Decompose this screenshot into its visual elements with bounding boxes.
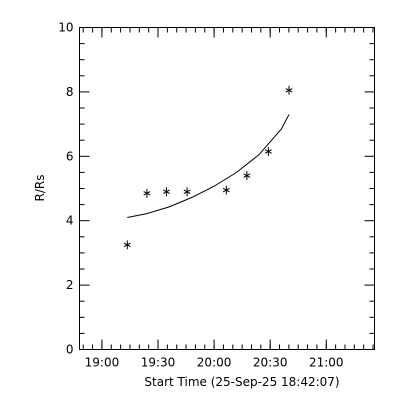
y-axis-ticks: 0 2 4 6 8 10 <box>58 21 375 357</box>
x-axis-label: Start Time (25-Sep-25 18:42:07) <box>144 375 339 389</box>
x-tick-label: 20:00 <box>197 356 232 370</box>
data-point <box>264 146 272 156</box>
y-tick-label: 8 <box>66 85 74 99</box>
y-tick-label: 4 <box>66 214 74 228</box>
x-tick-label: 21:00 <box>309 356 344 370</box>
data-point <box>285 85 293 95</box>
y-axis-label: R/Rs <box>33 175 47 202</box>
fit-curve <box>127 114 290 218</box>
x-tick-label: 20:30 <box>253 356 288 370</box>
data-point <box>243 171 251 181</box>
data-points <box>123 85 293 250</box>
y-tick-label: 6 <box>66 149 74 163</box>
data-point <box>183 187 191 197</box>
x-tick-label: 19:30 <box>141 356 176 370</box>
data-point <box>222 185 230 195</box>
data-point <box>162 187 170 197</box>
x-tick-label: 19:00 <box>85 356 120 370</box>
y-tick-label: 0 <box>66 343 74 357</box>
y-tick-label: 2 <box>66 278 74 292</box>
y-tick-label: 10 <box>58 21 73 35</box>
data-point <box>123 240 131 250</box>
data-point <box>143 188 151 198</box>
x-axis-ticks: 19:00 19:30 20:00 20:30 21:00 <box>82 27 374 370</box>
